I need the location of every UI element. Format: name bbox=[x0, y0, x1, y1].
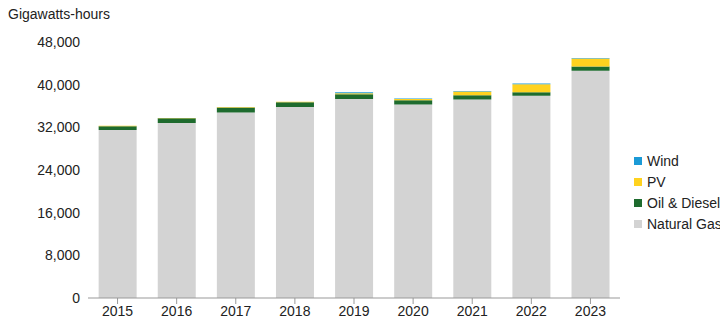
svg-text:2016: 2016 bbox=[161, 303, 192, 319]
svg-text:2020: 2020 bbox=[398, 303, 429, 319]
svg-text:8,000: 8,000 bbox=[45, 247, 80, 263]
svg-text:2021: 2021 bbox=[457, 303, 488, 319]
svg-text:2018: 2018 bbox=[279, 303, 310, 319]
html-text:Gigawatts-hours: Gigawatts-hours bbox=[8, 6, 110, 22]
html-text:Wind: Wind bbox=[647, 152, 679, 169]
svg-text:2022: 2022 bbox=[516, 303, 547, 319]
html-text:Oil & Diesel: Oil & Diesel bbox=[647, 194, 720, 211]
svg-text:2017: 2017 bbox=[220, 303, 251, 319]
svg-text:32,000: 32,000 bbox=[37, 119, 80, 135]
svg-text:16,000: 16,000 bbox=[37, 205, 80, 221]
html-text:PV: PV bbox=[647, 173, 666, 190]
svg-text:0: 0 bbox=[72, 290, 80, 306]
svg-text:2015: 2015 bbox=[102, 303, 133, 319]
svg-text:2023: 2023 bbox=[575, 303, 606, 319]
svg-text:40,000: 40,000 bbox=[37, 77, 80, 93]
svg-text:48,000: 48,000 bbox=[37, 34, 80, 50]
svg-text:24,000: 24,000 bbox=[37, 162, 80, 178]
svg-text:2019: 2019 bbox=[338, 303, 369, 319]
